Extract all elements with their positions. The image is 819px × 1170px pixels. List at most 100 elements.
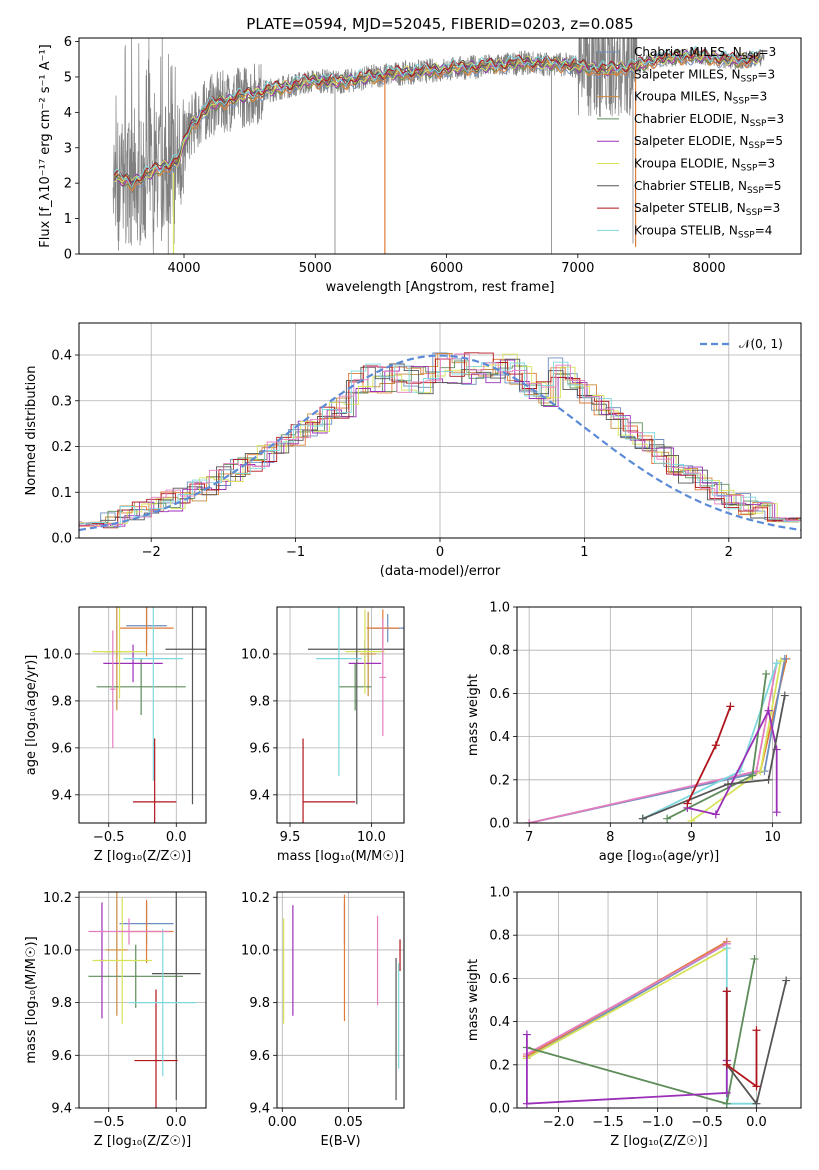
spectrum-model-line-5	[114, 50, 762, 183]
z-weight-marker-5-2	[750, 954, 759, 963]
legend-entry-6: Chabrier STELIB, NSSP=5	[634, 179, 782, 196]
legend-sub-2: SSP	[733, 97, 750, 107]
legend-label-4: Salpeter ELODIE, N	[634, 134, 748, 148]
spectrum-model-line-1	[114, 52, 762, 192]
mass-age-plot-area	[302, 607, 404, 823]
legend-entry-2: Kroupa MILES, NSSP=3	[634, 90, 767, 107]
age-weight-xtick-label-2: 9	[687, 830, 695, 845]
mass-age-xtick-label-0: 9.5	[280, 830, 301, 845]
residual-step-4	[79, 359, 801, 527]
spectrum-xlabel: wavelength [Angstrom, rest frame]	[326, 280, 555, 295]
residuals-ytick-label-4: 0.4	[51, 349, 72, 364]
mass-age-xtick-label-1: 10.0	[357, 830, 386, 845]
legend-label-5: Kroupa ELODIE, N	[634, 157, 741, 171]
z-mass-grid	[79, 892, 206, 1109]
z-age-xtick-label-0: −0.5	[93, 830, 125, 845]
z-weight-series-6	[526, 1034, 728, 1105]
z-weight-xtick-label-2: −1.0	[642, 1115, 674, 1130]
legend-entry-5: Kroupa ELODIE, NSSP=3	[634, 157, 775, 174]
age-weight-ytick-label-2: 0.4	[489, 730, 510, 745]
z-mass-ytick-label-2: 9.8	[51, 996, 72, 1011]
legend-entry-4: Salpeter ELODIE, NSSP=5	[634, 134, 783, 151]
residuals-xtick-label-3: 1	[580, 545, 588, 560]
legend-entry-3: Chabrier ELODIE, NSSP=3	[634, 112, 784, 129]
legend-sub-7: SSP	[746, 208, 763, 218]
mass-age-panel: 9.5 10.0 9.4 9.6 9.8 10.0 mass [log₁₀(M/M☉)]	[241, 606, 405, 864]
legend-label-2: Kroupa MILES, N	[634, 90, 733, 104]
residuals-ytick-label-1: 0.1	[51, 486, 72, 501]
legend-sub-3: SSP	[750, 119, 767, 129]
spectrum-ytick-label-5: 5	[64, 70, 72, 85]
age-weight-ylabel: mass weight	[466, 674, 481, 756]
age-weight-marker-6-1	[711, 810, 720, 819]
residuals-xtick-label-4: 2	[725, 545, 733, 560]
age-weight-marker-6-4	[772, 808, 781, 817]
age-weight-plot-area	[525, 654, 791, 823]
ebv-mass-ytick-label-3: 10.0	[241, 943, 270, 958]
z-weight-grid	[517, 891, 801, 1109]
legend-label-7: Salpeter STELIB, N	[634, 201, 746, 215]
z-weight-ytick-label-0: 0.0	[489, 1102, 510, 1117]
z-age-plot-area	[92, 607, 206, 823]
residuals-xtick-label-0: −2	[142, 545, 161, 560]
age-weight-xtick-label-0: 7	[525, 830, 533, 845]
legend-label-1: Salpeter MILES, N	[634, 67, 741, 81]
spectrum-xtick-label-0: 4000	[167, 261, 200, 276]
z-weight-ytick-label-4: 0.8	[489, 929, 510, 944]
mass-age-ytick-label-2: 9.8	[249, 694, 270, 709]
age-weight-marker-3-0	[525, 819, 534, 823]
age-weight-marker-8-0	[683, 799, 692, 808]
age-weight-ytick-label-1: 0.2	[489, 773, 510, 788]
gaussian-curve	[79, 354, 801, 532]
z-age-ytick-label-1: 9.6	[51, 741, 72, 756]
z-age-frame	[78, 606, 207, 824]
mass-age-ytick-label-1: 9.6	[249, 741, 270, 756]
age-weight-series-7	[642, 695, 786, 820]
mass-age-frame	[276, 606, 405, 824]
z-weight-marker-8-1	[722, 1060, 731, 1069]
legend-entry-8: Kroupa STELIB, NSSP=4	[634, 223, 772, 240]
spectrum-ytick-label-2: 2	[64, 177, 72, 192]
spectrum-model-line-2	[114, 50, 761, 191]
spectrum-model-line-8	[114, 45, 761, 187]
residual-step-8	[79, 361, 801, 528]
spectrum-model-line-6	[114, 48, 762, 184]
ebv-mass-ytick-label-0: 9.4	[249, 1102, 270, 1117]
z-age-ytick-label-0: 9.4	[51, 788, 72, 803]
age-weight-marker-5-1	[748, 771, 757, 780]
legend-entry-1: Salpeter MILES, NSSP=3	[634, 67, 775, 84]
extinction-mass-panel: 0.00 0.05 9.4 9.6 9.8 10.0 10.2 E(B-V)	[241, 891, 405, 1149]
z-mass-plot-area	[88, 892, 201, 1108]
z-weight-xlabel: Z [log₁₀(Z/Z☉)]	[610, 1134, 707, 1149]
z-weight-xtick-label-1: −1.5	[592, 1115, 624, 1130]
residuals-ylabel: Normed distribution	[24, 366, 39, 496]
age-weight-marker-7-0	[638, 814, 647, 823]
ebv-mass-xtick-label-1: 0.05	[334, 1115, 363, 1130]
ebv-mass-grid	[277, 892, 404, 1109]
z-mass-xtick-label-1: 0.0	[166, 1115, 187, 1130]
residuals-xtick-label-1: −1	[286, 545, 305, 560]
z-weight-marker-6-1	[522, 1099, 531, 1108]
z-mass-xtick-label-0: −0.5	[93, 1115, 125, 1130]
z-weight-marker-8-3	[752, 1026, 761, 1035]
ebv-mass-plot-area	[283, 894, 401, 1101]
age-weight-series-1	[529, 658, 786, 823]
legend-label-0: Chabrier MILES, N	[634, 45, 742, 59]
age-weight-marker-7-1	[723, 780, 732, 789]
legend-label-3: Chabrier ELODIE, N	[634, 112, 750, 126]
z-weight-xtick-label-3: −0.5	[691, 1115, 723, 1130]
z-age-xtick-label-1: 0.0	[166, 830, 187, 845]
z-age-ylabel: age [log₁₀(age/yr)]	[24, 655, 39, 776]
age-weight-marker-2-0	[687, 816, 696, 823]
gaussian-legend-label: 𝒩(0, 1)	[739, 337, 783, 351]
legend-suffix-7: =3	[763, 201, 781, 215]
z-weight-marker-8-2	[752, 1082, 761, 1091]
legend-sub-1: SSP	[741, 74, 758, 84]
spectrum-ylabel: Flux [f_λ10⁻¹⁷ erg cm⁻² s⁻¹ A⁻¹]	[38, 44, 53, 248]
residual-step-5	[79, 353, 801, 527]
age-weight-series-3	[528, 663, 778, 823]
residual-step-6	[79, 358, 801, 526]
legend-label-8: Kroupa STELIB, N	[634, 223, 738, 237]
residual-histogram-panel: −2 −1 0 1 2 0.0 0.1 0.2 0.3 0.4 (data-model)/error…	[24, 322, 802, 579]
